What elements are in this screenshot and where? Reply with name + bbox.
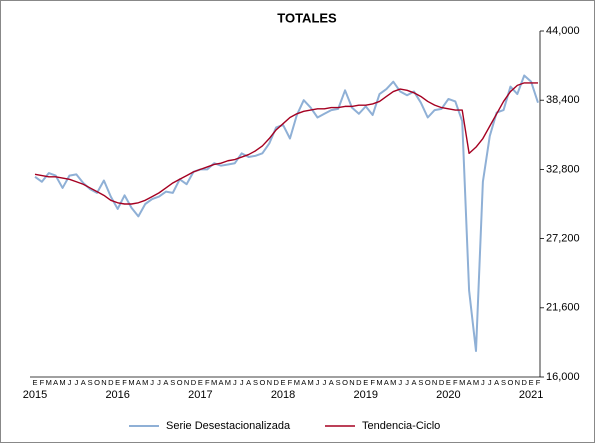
- x-tick-label: O: [342, 378, 348, 387]
- x-tick-label: J: [316, 378, 320, 387]
- x-tick-label: M: [473, 378, 479, 387]
- x-tick-label: J: [240, 378, 244, 387]
- x-tick-label: S: [418, 378, 423, 387]
- x-tick-label: J: [405, 378, 409, 387]
- x-tick-label: A: [467, 378, 472, 387]
- x-tick-label: N: [515, 378, 520, 387]
- x-tick-label: A: [329, 378, 334, 387]
- x-tick-label: J: [157, 378, 161, 387]
- x-tick-label: A: [163, 378, 168, 387]
- x-tick-label: F: [122, 378, 127, 387]
- x-tick-label: J: [150, 378, 154, 387]
- x-tick-label: A: [246, 378, 251, 387]
- x-tick-label: A: [81, 378, 86, 387]
- x-tick-label: J: [233, 378, 237, 387]
- x-tick-label: E: [281, 378, 286, 387]
- x-tick-label: M: [459, 378, 465, 387]
- y-tick-label: 38,400: [546, 94, 580, 106]
- x-tick-label: E: [529, 378, 534, 387]
- x-tick-label: M: [307, 378, 313, 387]
- x-tick-label: O: [508, 378, 514, 387]
- x-tick-label: M: [390, 378, 396, 387]
- x-tick-label: S: [501, 378, 506, 387]
- x-tick-label: D: [108, 378, 114, 387]
- x-tick-label: D: [273, 378, 279, 387]
- x-tick-label: M: [46, 378, 52, 387]
- year-label: 2015: [23, 389, 47, 401]
- year-label: 2016: [105, 389, 129, 401]
- chart-title: TOTALES: [277, 10, 337, 25]
- x-tick-label: J: [398, 378, 402, 387]
- x-tick-label: O: [425, 378, 431, 387]
- x-tick-label: F: [205, 378, 210, 387]
- legend-label: Tendencia-Ciclo: [362, 420, 440, 432]
- x-tick-label: J: [74, 378, 78, 387]
- x-tick-label: E: [363, 378, 368, 387]
- x-tick-label: F: [536, 378, 541, 387]
- x-tick-label: S: [88, 378, 93, 387]
- x-tick-label: S: [253, 378, 258, 387]
- x-tick-label: M: [211, 378, 217, 387]
- x-tick-label: A: [411, 378, 416, 387]
- x-tick-label: D: [191, 378, 197, 387]
- legend-label: Serie Desestacionalizada: [166, 420, 291, 432]
- x-tick-label: N: [349, 378, 354, 387]
- x-tick-label: N: [267, 378, 272, 387]
- year-label: 2020: [436, 389, 460, 401]
- year-label: 2017: [188, 389, 212, 401]
- x-tick-label: A: [384, 378, 389, 387]
- x-tick-label: N: [101, 378, 106, 387]
- x-tick-label: D: [356, 378, 362, 387]
- y-tick-label: 21,600: [546, 302, 580, 314]
- x-tick-label: N: [184, 378, 189, 387]
- year-label: 2019: [353, 389, 377, 401]
- x-tick-label: A: [219, 378, 224, 387]
- x-tick-label: D: [522, 378, 528, 387]
- x-tick-label: M: [294, 378, 300, 387]
- y-tick-label: 27,200: [546, 233, 580, 245]
- x-tick-label: O: [94, 378, 100, 387]
- x-tick-label: D: [439, 378, 445, 387]
- year-label: 2021: [519, 389, 543, 401]
- x-tick-label: F: [288, 378, 293, 387]
- x-tick-label: A: [494, 378, 499, 387]
- x-tick-label: J: [323, 378, 327, 387]
- x-tick-label: F: [453, 378, 458, 387]
- x-tick-label: M: [225, 378, 231, 387]
- x-tick-label: J: [488, 378, 492, 387]
- x-tick-label: F: [40, 378, 45, 387]
- x-tick-label: O: [177, 378, 183, 387]
- x-tick-label: A: [53, 378, 58, 387]
- y-tick-label: 44,000: [546, 25, 580, 37]
- x-tick-label: M: [59, 378, 65, 387]
- x-tick-label: E: [115, 378, 120, 387]
- x-tick-label: S: [170, 378, 175, 387]
- x-tick-label: E: [446, 378, 451, 387]
- x-tick-label: A: [136, 378, 141, 387]
- x-tick-label: S: [336, 378, 341, 387]
- y-tick-label: 32,800: [546, 163, 580, 175]
- x-tick-label: F: [370, 378, 375, 387]
- x-tick-label: E: [32, 378, 37, 387]
- x-tick-label: M: [376, 378, 382, 387]
- x-tick-label: J: [68, 378, 72, 387]
- x-tick-label: E: [198, 378, 203, 387]
- series-line: [34, 82, 538, 205]
- x-tick-label: N: [432, 378, 437, 387]
- x-tick-label: M: [142, 378, 148, 387]
- x-tick-label: M: [128, 378, 134, 387]
- year-label: 2018: [271, 389, 295, 401]
- y-tick-label: 16,000: [546, 371, 580, 383]
- series-line: [34, 74, 539, 353]
- x-tick-label: A: [301, 378, 306, 387]
- x-tick-label: J: [481, 378, 485, 387]
- x-tick-label: O: [259, 378, 265, 387]
